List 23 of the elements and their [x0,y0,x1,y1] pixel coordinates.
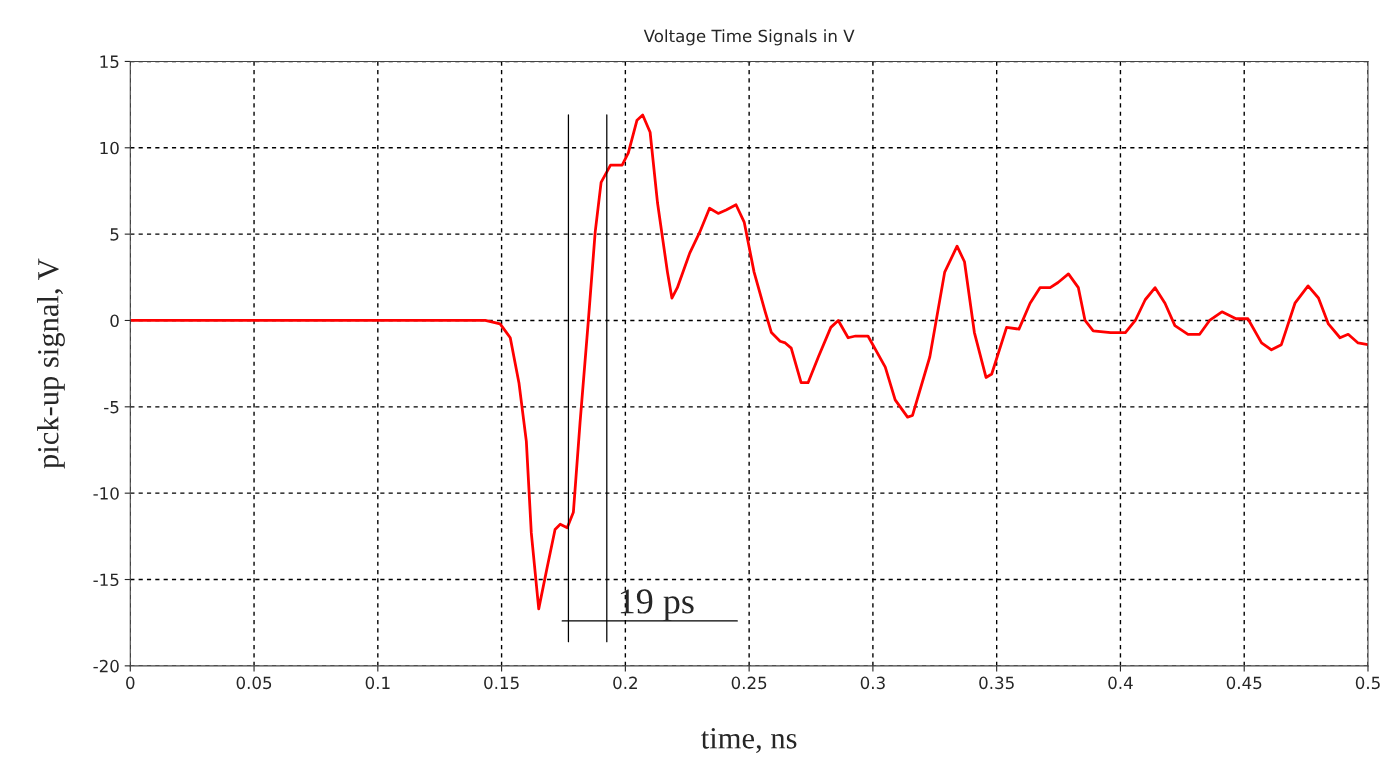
x-tick-label: 0.25 [731,676,767,690]
y-tick-label: 5 [110,228,119,241]
y-axis-title: pick-up signal, V [37,258,65,469]
x-tick-label: 0.1 [365,676,390,690]
annotation: 19 ps [620,589,694,621]
x-axis-title: time, ns [701,728,797,754]
x-tick-label: 0.35 [979,676,1014,690]
x-tick-label: 0.5 [1355,676,1380,690]
y-tick-label: -10 [93,487,119,500]
x-tick-label: 0.05 [236,676,272,690]
x-tick-label: 0.3 [860,676,885,690]
y-tick-label: -15 [93,573,119,587]
x-tick-label: 0.15 [484,676,519,690]
x-tick-label: 0.4 [1108,676,1133,690]
x-tick-label: 0.2 [613,676,637,690]
y-tick-label: 0 [110,314,119,328]
y-tick-label: -5 [104,401,119,414]
y-tick-label: 10 [100,141,119,155]
x-tick-label: 0.45 [1226,676,1262,690]
x-tick-label: 0 [126,676,135,690]
y-tick-label: 15 [100,55,119,69]
chart-title: Voltage Time Signals in V [643,29,855,46]
y-tick-label: -20 [93,659,119,673]
